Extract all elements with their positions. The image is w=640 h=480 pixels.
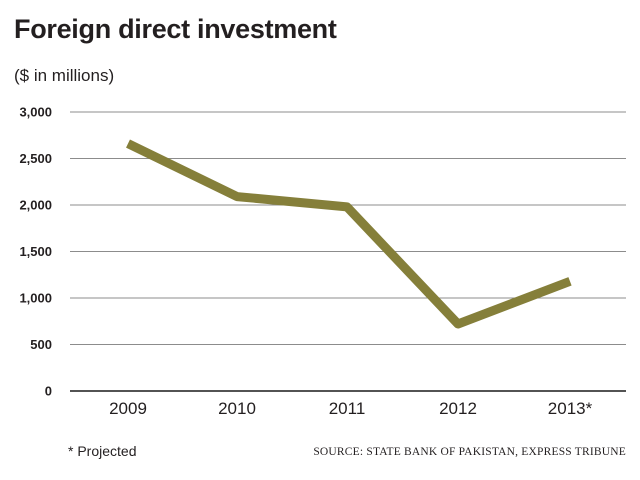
x-tick-label: 2013* xyxy=(548,399,593,418)
data-point-2010 xyxy=(236,196,238,198)
data-point-2012 xyxy=(457,323,459,325)
y-tick-label: 0 xyxy=(45,384,52,399)
x-tick-label: 2010 xyxy=(218,399,256,418)
y-tick-label: 2,000 xyxy=(19,198,52,213)
y-axis-tick-labels: 0 500 1,000 1,500 2,000 2,500 3,000 xyxy=(19,105,52,399)
y-tick-label: 2,500 xyxy=(19,151,52,166)
y-tick-label: 1,000 xyxy=(19,291,52,306)
series-layer xyxy=(126,139,572,329)
x-tick-label: 2011 xyxy=(329,399,366,418)
footnote: * Projected xyxy=(68,443,137,459)
chart-subtitle: ($ in millions) xyxy=(14,66,115,85)
data-point-2011 xyxy=(346,206,348,208)
source-credit: SOURCE: STATE BANK OF PAKISTAN, EXPRESS … xyxy=(313,446,626,458)
y-tick-label: 3,000 xyxy=(19,105,52,120)
data-point-2013-projected xyxy=(569,280,571,282)
x-tick-label: 2012 xyxy=(439,399,477,418)
x-tick-label: 2009 xyxy=(109,399,147,418)
x-axis-tick-labels: 2009 2010 2011 2012 2013* xyxy=(109,399,593,418)
data-point-2009 xyxy=(127,143,129,145)
y-tick-label: 1,500 xyxy=(19,244,52,259)
chart-title: Foreign direct investment xyxy=(14,14,337,44)
series-line xyxy=(126,139,572,329)
y-tick-label: 500 xyxy=(30,337,52,352)
